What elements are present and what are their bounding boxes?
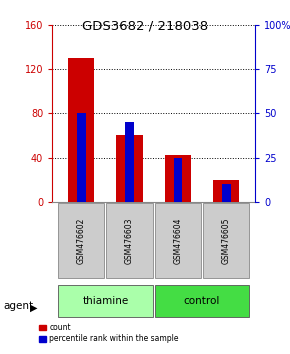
FancyBboxPatch shape bbox=[106, 203, 153, 278]
Legend: count, percentile rank within the sample: count, percentile rank within the sample bbox=[39, 322, 180, 344]
Bar bbox=[173, 158, 182, 202]
FancyBboxPatch shape bbox=[58, 203, 104, 278]
Text: ▶: ▶ bbox=[30, 302, 37, 312]
Text: agent: agent bbox=[3, 301, 33, 311]
Bar bbox=[165, 155, 191, 202]
Bar bbox=[77, 113, 86, 202]
Text: GSM476604: GSM476604 bbox=[173, 217, 182, 264]
Bar bbox=[116, 135, 143, 202]
FancyBboxPatch shape bbox=[58, 285, 153, 317]
Bar bbox=[213, 180, 240, 202]
Bar bbox=[68, 58, 95, 202]
Bar bbox=[125, 122, 134, 202]
Text: control: control bbox=[184, 296, 220, 306]
Bar bbox=[222, 184, 231, 202]
FancyBboxPatch shape bbox=[155, 285, 249, 317]
Text: GSM476603: GSM476603 bbox=[125, 217, 134, 264]
Text: GDS3682 / 218038: GDS3682 / 218038 bbox=[82, 19, 208, 33]
FancyBboxPatch shape bbox=[155, 203, 201, 278]
Text: GSM476605: GSM476605 bbox=[222, 217, 231, 264]
Text: GSM476602: GSM476602 bbox=[77, 217, 86, 264]
FancyBboxPatch shape bbox=[203, 203, 249, 278]
Text: thiamine: thiamine bbox=[82, 296, 128, 306]
